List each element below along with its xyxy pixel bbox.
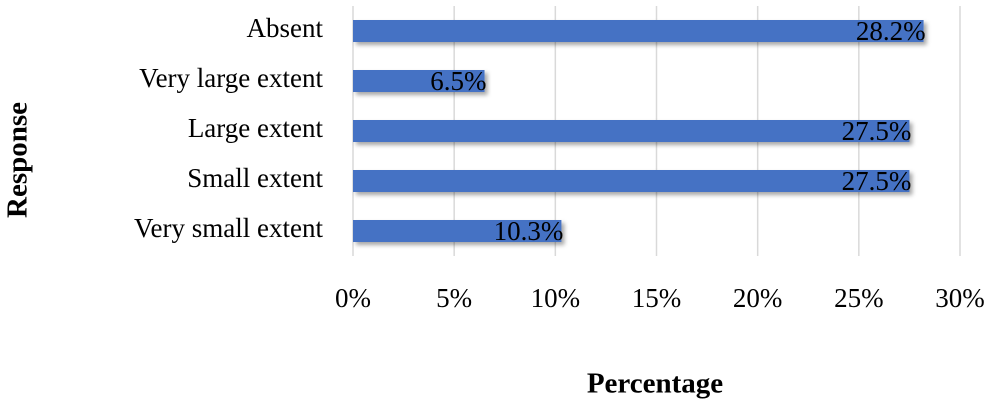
bar — [353, 20, 924, 42]
y-tick-label: Small extent — [187, 163, 323, 193]
x-tick-label: 20% — [733, 283, 783, 313]
x-tick-label: 5% — [436, 283, 472, 313]
x-tick-label: 0% — [335, 283, 371, 313]
bar — [353, 120, 910, 142]
y-tick-label: Very large extent — [139, 63, 323, 93]
value-label: 28.2% — [856, 16, 926, 46]
value-label: 6.5% — [430, 66, 486, 96]
value-label: 27.5% — [842, 166, 912, 196]
x-tick-label: 15% — [632, 283, 682, 313]
x-tick-label: 25% — [834, 283, 884, 313]
value-label: 27.5% — [842, 116, 912, 146]
x-tick-label: 10% — [531, 283, 581, 313]
x-axis-title: Percentage — [587, 368, 723, 400]
bar — [353, 220, 562, 242]
bar — [353, 170, 910, 192]
y-axis-title: Response — [2, 102, 34, 218]
y-tick-label: Very small extent — [134, 213, 323, 243]
value-label: 10.3% — [494, 216, 564, 246]
x-tick-label: 30% — [935, 283, 985, 313]
y-tick-label: Large extent — [188, 113, 324, 143]
bar — [353, 70, 485, 92]
y-tick-label: Absent — [247, 13, 324, 43]
